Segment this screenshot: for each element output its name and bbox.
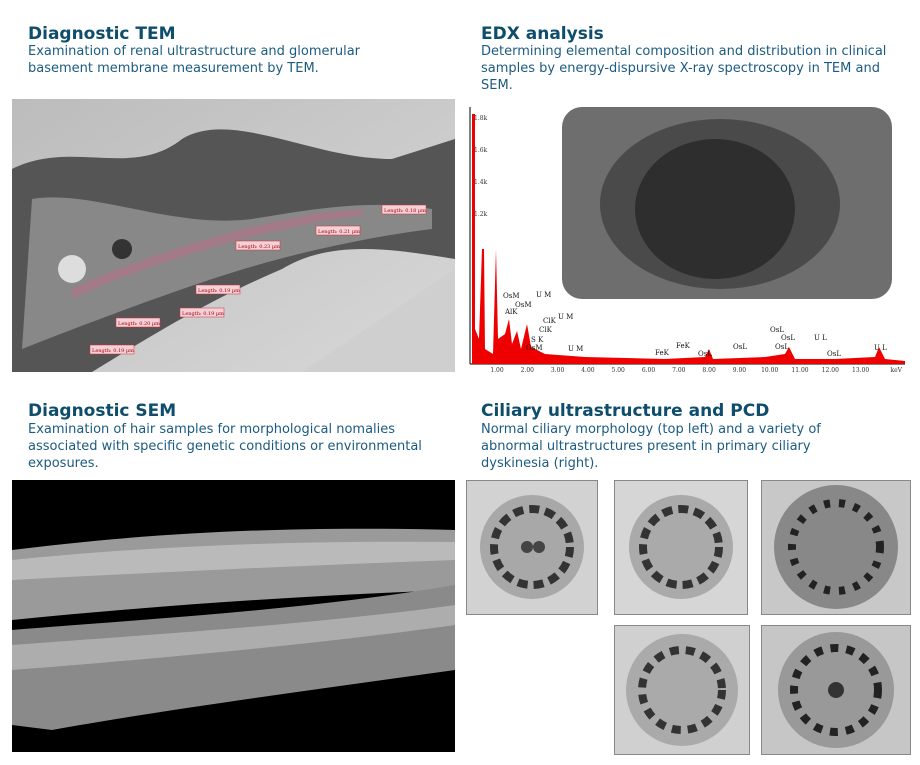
section-description: Examination of renal ultrastructure and … — [28, 44, 361, 76]
measure-box — [195, 284, 241, 295]
peak-label: OsM — [526, 344, 543, 352]
peak-label: OsM — [515, 301, 532, 309]
x-tick-label: 2.00 — [521, 367, 535, 374]
x-tick-label: 5.00 — [612, 367, 626, 374]
section-description: Determining elemental composition and di… — [481, 44, 887, 93]
x-tick-label: 6.00 — [642, 367, 656, 374]
section-title: Diagnostic SEM — [28, 401, 177, 421]
x-unit: keV — [890, 367, 902, 374]
peak-label: S K — [531, 336, 544, 344]
x-tick-label: 9.00 — [733, 367, 747, 374]
y-tick-label: 1.6k — [474, 147, 488, 154]
measure-box — [235, 240, 281, 251]
measure-label: Length: 0.21 µm — [318, 229, 360, 235]
measure-label: Length: 0.20 µm — [118, 321, 160, 327]
x-tick-label: 4.00 — [581, 367, 595, 374]
section-title: Ciliary ultrastructure and PCD — [481, 401, 770, 421]
measure-label: Length: 0.23 µm — [238, 244, 280, 250]
peak-label: U M — [568, 345, 583, 353]
measure-box — [315, 225, 361, 236]
peak-label: OsL — [698, 350, 712, 358]
sem-micrograph — [12, 480, 455, 752]
peak-label: U M — [536, 291, 551, 299]
peak-label: U L — [814, 334, 827, 342]
x-tick-label: 3.00 — [551, 367, 565, 374]
measure-box — [381, 204, 427, 215]
peak-label: FeK — [655, 349, 670, 357]
y-tick-label: 1.4k — [474, 179, 488, 186]
peak-label: OsL — [775, 343, 789, 351]
peak-label: OsL — [770, 326, 784, 334]
peak-label: FeK — [676, 342, 691, 350]
peak-label: U M — [558, 313, 573, 321]
cilium-abnormal — [761, 480, 911, 615]
x-tick-label: 1.00 — [490, 367, 504, 374]
measure-box — [89, 344, 135, 355]
section-title: Diagnostic TEM — [28, 24, 176, 44]
peak-label: AlK — [504, 308, 518, 316]
peak-label: U L — [874, 344, 887, 352]
peak-label: OsL — [827, 350, 841, 358]
measure-label: Length: 0.19 µm — [198, 288, 240, 294]
tem-micrograph: Length: 0.18 µm Length: 0.21 µm Length: 0.… — [12, 99, 455, 372]
peak-label: ClK — [543, 317, 557, 325]
section-description: Normal ciliary morphology (top left) and… — [481, 422, 821, 471]
cilium-normal — [466, 480, 598, 615]
x-tick-label: 7.00 — [672, 367, 686, 374]
peak-label: OsL — [733, 343, 747, 351]
peak-label: ClK — [539, 326, 553, 334]
x-tick-label: 13.00 — [852, 367, 869, 374]
measure-box — [179, 307, 225, 318]
measure-box — [115, 317, 161, 328]
edx-spectrum: 1.8k 1.6k 1.4k 1.2k 1.00 2.00 3.00 4.00 5.00 6.00… — [465, 99, 910, 374]
section-description: Examination of hair samples for morpholo… — [28, 422, 422, 471]
x-tick-label: 12.00 — [822, 367, 839, 374]
peak-label: OsL — [781, 334, 795, 342]
cilium-abnormal — [761, 625, 911, 755]
measure-label: Length: 0.18 µm — [384, 208, 426, 214]
measure-label: Length: 0.19 µm — [92, 348, 134, 354]
x-tick-label: 10.00 — [761, 367, 778, 374]
y-tick-label: 1.2k — [474, 211, 488, 218]
y-tick-label: 1.8k — [474, 115, 488, 122]
x-tick-label: 8.00 — [702, 367, 716, 374]
x-tick-label: 11.00 — [791, 367, 808, 374]
peak-label: OsM — [503, 292, 520, 300]
cilium-abnormal — [614, 625, 750, 755]
measure-label: Length: 0.19 µm — [182, 311, 224, 317]
section-title: EDX analysis — [481, 24, 604, 44]
cilium-abnormal — [614, 480, 748, 615]
